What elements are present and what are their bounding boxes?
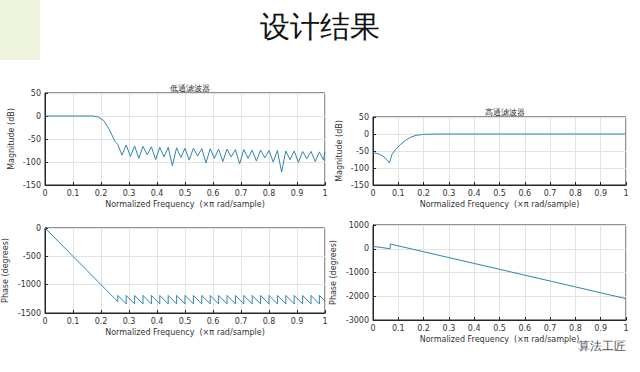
svg-text:Magnitude (dB): Magnitude (dB) [7, 108, 16, 170]
svg-text:1: 1 [623, 324, 628, 333]
svg-text:0.5: 0.5 [179, 317, 192, 326]
svg-text:50: 50 [31, 89, 41, 98]
svg-text:0.7: 0.7 [235, 317, 248, 326]
svg-text:0.1: 0.1 [392, 189, 405, 198]
svg-text:-500: -500 [23, 252, 41, 261]
svg-text:0: 0 [364, 130, 369, 139]
svg-text:0: 0 [370, 189, 375, 198]
svg-text:-100: -100 [23, 158, 41, 167]
svg-text:0: 0 [42, 189, 47, 198]
svg-text:-2000: -2000 [346, 292, 369, 301]
svg-text:-100: -100 [351, 164, 369, 173]
svg-text:0.8: 0.8 [263, 189, 276, 198]
svg-text:1: 1 [322, 189, 327, 198]
svg-text:-50: -50 [356, 147, 369, 156]
svg-text:50: 50 [359, 113, 369, 122]
svg-text:0: 0 [370, 324, 375, 333]
svg-text:0.9: 0.9 [594, 189, 607, 198]
svg-text:-3000: -3000 [346, 316, 369, 325]
svg-text:算法工匠: 算法工匠 [578, 339, 626, 353]
svg-text:0.5: 0.5 [493, 324, 506, 333]
svg-text:0.9: 0.9 [291, 189, 304, 198]
svg-text:1000: 1000 [349, 221, 369, 230]
svg-text:0.3: 0.3 [443, 324, 456, 333]
svg-text:-150: -150 [351, 181, 369, 190]
svg-text:0.6: 0.6 [207, 317, 220, 326]
svg-text:高通滤波器: 高通滤波器 [485, 108, 525, 117]
svg-text:0.6: 0.6 [518, 189, 531, 198]
svg-text:0.1: 0.1 [67, 317, 80, 326]
svg-text:Magnitude (dB): Magnitude (dB) [335, 120, 344, 182]
svg-text:0.7: 0.7 [544, 324, 557, 333]
svg-text:0.8: 0.8 [263, 317, 276, 326]
svg-text:Normalized Frequency (×π rad/: Normalized Frequency (×π rad/sample) [105, 200, 265, 209]
svg-text:0: 0 [364, 244, 369, 253]
svg-text:0.6: 0.6 [207, 189, 220, 198]
svg-text:0.4: 0.4 [468, 324, 481, 333]
svg-text:0: 0 [42, 317, 47, 326]
svg-text:-1000: -1000 [346, 268, 369, 277]
svg-text:设计结果: 设计结果 [260, 9, 380, 44]
svg-text:0: 0 [36, 112, 41, 121]
svg-text:0.2: 0.2 [95, 317, 108, 326]
svg-text:Normalized Frequency (×π rad/: Normalized Frequency (×π rad/sample) [420, 200, 580, 209]
svg-text:0.8: 0.8 [569, 189, 582, 198]
svg-text:0.4: 0.4 [151, 189, 164, 198]
svg-text:0.6: 0.6 [518, 324, 531, 333]
svg-text:-150: -150 [23, 181, 41, 190]
svg-text:0.1: 0.1 [67, 189, 80, 198]
svg-text:-50: -50 [28, 135, 41, 144]
svg-text:Phase (degrees): Phase (degrees) [329, 240, 338, 305]
svg-text:Normalized Frequency (×π rad/: Normalized Frequency (×π rad/sample) [105, 328, 265, 337]
svg-text:0.2: 0.2 [417, 189, 430, 198]
svg-text:0.4: 0.4 [468, 189, 481, 198]
svg-text:0.7: 0.7 [544, 189, 557, 198]
svg-text:0.3: 0.3 [443, 189, 456, 198]
svg-text:Normalized Frequency (×π rad/: Normalized Frequency (×π rad/sample) [420, 335, 580, 344]
svg-text:0.1: 0.1 [392, 324, 405, 333]
svg-text:0.3: 0.3 [123, 317, 136, 326]
svg-text:低通滤波器: 低通滤波器 [170, 84, 210, 93]
svg-text:0.5: 0.5 [493, 189, 506, 198]
svg-text:1: 1 [623, 189, 628, 198]
svg-text:0: 0 [36, 224, 41, 233]
svg-text:0.2: 0.2 [417, 324, 430, 333]
svg-text:1: 1 [322, 317, 327, 326]
svg-text:Phase (degrees): Phase (degrees) [1, 238, 10, 303]
svg-text:0.3: 0.3 [123, 189, 136, 198]
svg-text:-1500: -1500 [18, 309, 41, 318]
svg-text:0.8: 0.8 [569, 324, 582, 333]
svg-text:0.5: 0.5 [179, 189, 192, 198]
svg-text:0.7: 0.7 [235, 189, 248, 198]
svg-text:0.9: 0.9 [594, 324, 607, 333]
svg-text:0.4: 0.4 [151, 317, 164, 326]
svg-text:0.9: 0.9 [291, 317, 304, 326]
svg-text:0.2: 0.2 [95, 189, 108, 198]
svg-text:-1000: -1000 [18, 280, 41, 289]
